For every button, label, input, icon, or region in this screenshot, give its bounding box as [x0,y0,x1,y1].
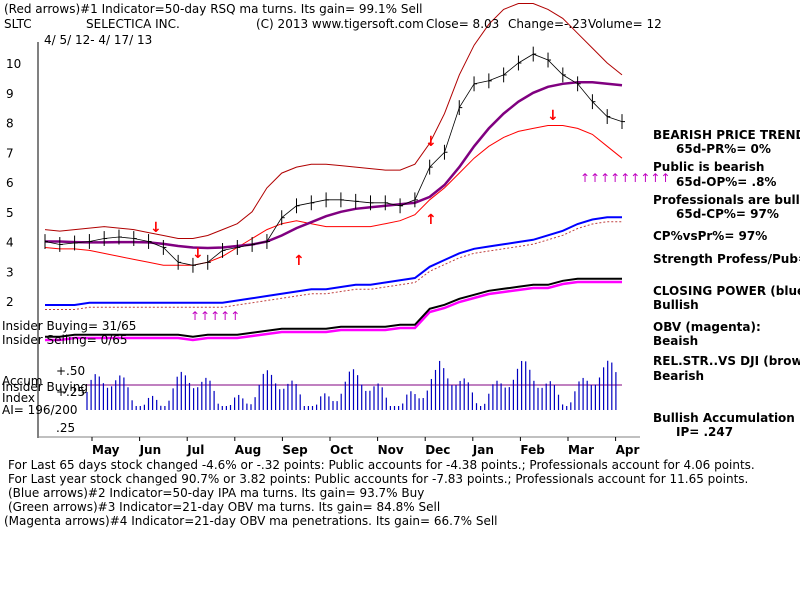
red-arrow-down-jul: ↓ [192,246,204,262]
month-label: Apr [616,443,640,457]
y-tick-label: 7 [6,146,14,160]
price-line [44,53,623,266]
trend-title: BEARISH PRICE TREND [653,128,800,142]
month-label: Dec [425,443,450,457]
price-change: Change=-.23 [508,17,588,31]
ai-axis-ticks: +.50 +.25 .25 [56,364,85,435]
month-label: Feb [520,443,545,457]
chart-lines [44,3,625,342]
company-name: SELECTICA INC. [86,17,180,31]
relstr-value: Bearish [653,369,705,383]
accum-index-label: Accum [2,374,43,388]
pro-title: Professionals are bullish [653,193,800,207]
accum-index-sub: Index [2,391,36,405]
strength-value: Strength Profess/Pub= .9 [653,252,800,266]
month-label: Nov [378,443,404,457]
insider-buying: Insider Buying= 31/65 [2,319,137,333]
obv-value: Beaish [653,334,699,348]
y-tick-label: 3 [6,265,14,279]
footer-magenta-arrows: (Magenta arrows)#4 Indicator=21-day OBV … [4,514,498,528]
date-range: 4/ 5/ 12- 4/ 17/ 13 [44,33,153,47]
ai-tick-label: +.25 [56,385,85,399]
obv-label: OBV (magenta): [653,320,761,334]
cpvspr-value: CP%vsPr%= 97% [653,229,768,243]
month-label: May [92,443,120,457]
magenta-arrows-jul: ↑↑↑↑↑ [190,309,240,323]
relstr-label: REL.STR..VS DJI (brown) [653,354,800,368]
op-value: 65d-OP%= .8% [676,175,777,189]
month-label: Jan [472,443,494,457]
price-ma-line [45,81,623,250]
header-indicator-1: (Red arrows)#1 Indicator=50-day RSQ ma t… [4,2,423,16]
y-tick-label: 4 [6,236,14,250]
magenta-arrows-mar: ↑↑↑↑↑↑↑↑↑ [580,171,671,185]
closing-power-label: CLOSING POWER (blue): [653,284,800,298]
footer-65day: For Last 65 days stock changed -4.6% or … [8,458,755,472]
red-arrow-down-jun: ↓ [150,220,162,236]
ticker-symbol: SLTC [4,17,32,31]
rel-strength-line [45,277,622,338]
y-tick-label: 10 [6,57,21,71]
closing-power-value: Bullish [653,298,699,312]
y-tick-label: 9 [6,87,14,101]
y-tick-label: 2 [6,295,14,309]
red-arrow-down-dec: ↓ [425,134,437,150]
footer-green-arrows: (Green arrows)#3 Indicator=21-day OBV ma… [8,500,441,514]
month-label: Mar [568,443,594,457]
public-title: Public is bearish [653,160,765,174]
accum-insider-label: Insider Buying [2,380,88,394]
ai-tick-label: .25 [56,421,75,435]
price-axis-ticks: 10 9 8 7 6 5 4 3 2 [6,57,21,309]
month-axis: May Jun Jul Aug Sep Oct Nov Dec Jan Feb Mar Apr [91,437,640,457]
month-label: Jun [139,443,162,457]
ai-value: AI= 196/200 [2,403,78,417]
insider-selling: Insider Selling= 0/65 [2,333,128,347]
pr-value: 65d-PR%= 0% [676,142,771,156]
ip-value: IP= .247 [676,425,734,439]
accumulation-bars [86,360,617,410]
upper-band-line [44,3,623,239]
y-tick-label: 5 [6,206,14,220]
volume: Volume= 12 [588,17,662,31]
footer-year: For Last year stock changed 90.7% or 3.8… [8,472,749,486]
accum-label: Bullish Accumulation [653,411,795,425]
month-label: Aug [235,443,261,457]
close-price: Close= 8.03 [426,17,500,31]
obv-line [45,280,622,342]
signal-arrows: ↓ ↓ ↑ ↓ ↑ ↓ ↑↑↑↑↑↑↑↑↑ ↑↑↑↑↑ [150,108,671,323]
red-arrow-down-feb: ↓ [547,108,559,124]
y-tick-label: 8 [6,117,14,131]
ai-tick-label: +.50 [56,364,85,378]
footer-blue-arrows: (Blue arrows)#2 Indicator=50-day IPA ma … [8,486,425,500]
month-label: Sep [282,443,308,457]
lower-band-line [44,125,623,266]
copyright: (C) 2013 www.tigersoft.com [256,17,424,31]
y-tick-label: 6 [6,176,14,190]
cp-value: 65d-CP%= 97% [676,207,779,221]
closing-power-line [45,216,622,306]
red-arrow-up-dec: ↑ [425,212,437,228]
closing-power-ma-line [45,221,622,310]
month-label: Jul [186,443,204,457]
month-label: Oct [330,443,353,457]
red-arrow-up-sep: ↑ [293,253,305,269]
